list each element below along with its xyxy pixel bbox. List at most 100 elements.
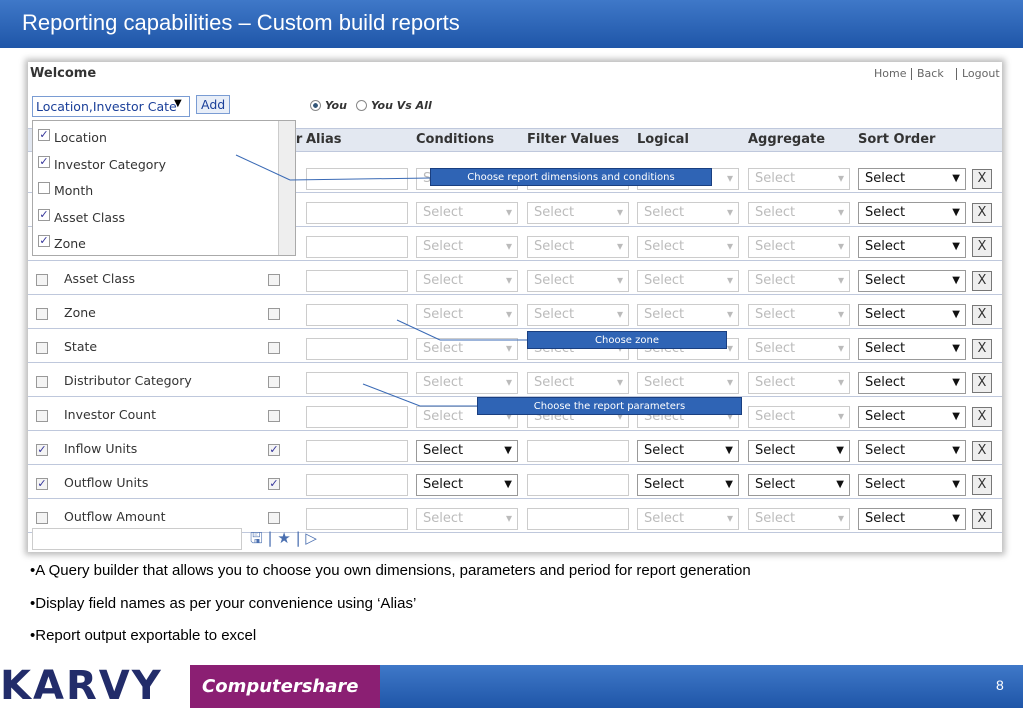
select-box[interactable]: Select bbox=[748, 338, 850, 360]
alias-input[interactable] bbox=[306, 338, 408, 360]
alias-input[interactable] bbox=[306, 474, 408, 496]
nav-link[interactable]: Back bbox=[917, 67, 944, 80]
select-box[interactable]: Select bbox=[748, 236, 850, 258]
select-box[interactable]: Select bbox=[637, 236, 739, 258]
select-box[interactable]: Select bbox=[416, 508, 518, 530]
alias-input[interactable] bbox=[306, 304, 408, 326]
select-box[interactable]: Select bbox=[748, 474, 850, 496]
remove-button[interactable]: X bbox=[972, 305, 992, 325]
row-checkbox[interactable] bbox=[36, 512, 48, 524]
remove-button[interactable]: X bbox=[972, 271, 992, 291]
remove-button[interactable]: X bbox=[972, 475, 992, 495]
alias-input[interactable] bbox=[306, 372, 408, 394]
row-checkbox[interactable]: ✓ bbox=[36, 477, 48, 490]
select-box[interactable]: Select bbox=[858, 406, 966, 428]
row-checkbox[interactable]: ✓ bbox=[36, 443, 48, 456]
select-box[interactable]: Select bbox=[637, 372, 739, 394]
dropdown-checkbox[interactable] bbox=[38, 182, 50, 194]
row-checkbox[interactable] bbox=[36, 410, 48, 422]
select-box[interactable]: Select bbox=[416, 440, 518, 462]
select-box[interactable]: Select bbox=[416, 338, 518, 360]
text-input[interactable] bbox=[527, 440, 629, 462]
alias-input[interactable] bbox=[306, 202, 408, 224]
select-box[interactable]: Select bbox=[748, 440, 850, 462]
row-checkbox[interactable] bbox=[36, 376, 48, 388]
select-box[interactable]: Select bbox=[416, 474, 518, 496]
page-input[interactable] bbox=[32, 528, 242, 550]
filter-checkbox[interactable]: ✓ bbox=[268, 443, 280, 456]
radio[interactable] bbox=[356, 100, 367, 111]
alias-input[interactable] bbox=[306, 508, 408, 530]
select-box[interactable]: Select bbox=[527, 202, 629, 224]
remove-button[interactable]: X bbox=[972, 509, 992, 529]
select-box[interactable]: Select bbox=[748, 304, 850, 326]
remove-button[interactable]: X bbox=[972, 441, 992, 461]
select-box[interactable]: Select bbox=[637, 474, 739, 496]
select-box[interactable]: Select bbox=[748, 270, 850, 292]
nav-link[interactable]: Logout bbox=[962, 67, 1000, 80]
text-input[interactable] bbox=[527, 474, 629, 496]
alias-input[interactable] bbox=[306, 440, 408, 462]
select-box[interactable]: Select bbox=[416, 372, 518, 394]
filter-checkbox[interactable] bbox=[268, 376, 280, 388]
select-box[interactable]: Select bbox=[637, 304, 739, 326]
select-box[interactable]: Select bbox=[527, 304, 629, 326]
remove-button[interactable]: X bbox=[972, 237, 992, 257]
row-checkbox[interactable] bbox=[36, 342, 48, 354]
filter-checkbox[interactable] bbox=[268, 342, 280, 354]
dropdown-item[interactable]: Zone bbox=[54, 236, 86, 251]
select-box[interactable]: Select bbox=[748, 406, 850, 428]
nav-link[interactable]: Home bbox=[874, 67, 907, 80]
alias-input[interactable] bbox=[306, 406, 408, 428]
remove-button[interactable]: X bbox=[972, 169, 992, 189]
select-box[interactable]: Select bbox=[748, 372, 850, 394]
select-box[interactable]: Select bbox=[858, 372, 966, 394]
row-checkbox[interactable] bbox=[36, 274, 48, 286]
combo-box[interactable]: Location,Investor Cate bbox=[32, 96, 190, 117]
select-box[interactable]: Select bbox=[748, 168, 850, 190]
dropdown-item[interactable]: Investor Category bbox=[54, 156, 166, 172]
select-box[interactable]: Select bbox=[858, 338, 966, 360]
filter-checkbox[interactable] bbox=[268, 410, 280, 422]
select-box[interactable]: Select bbox=[527, 372, 629, 394]
dropdown-checkbox[interactable]: ✓ bbox=[38, 128, 50, 141]
dropdown-item[interactable]: Location bbox=[54, 130, 107, 145]
select-box[interactable]: Select bbox=[416, 202, 518, 224]
select-box[interactable]: Select bbox=[858, 304, 966, 326]
dropdown-checkbox[interactable]: ✓ bbox=[38, 154, 50, 168]
dropdown-item[interactable]: Month bbox=[54, 183, 94, 198]
remove-button[interactable]: X bbox=[972, 373, 992, 393]
dropdown-checkbox[interactable]: ✓ bbox=[38, 207, 50, 221]
select-box[interactable]: Select bbox=[637, 440, 739, 462]
select-box[interactable]: Select bbox=[858, 236, 966, 258]
dropdown-checkbox[interactable]: ✓ bbox=[38, 234, 50, 247]
filter-checkbox[interactable] bbox=[268, 512, 280, 524]
alias-input[interactable] bbox=[306, 236, 408, 258]
select-box[interactable]: Select bbox=[416, 304, 518, 326]
filter-checkbox[interactable] bbox=[268, 308, 280, 320]
remove-button[interactable]: X bbox=[972, 203, 992, 223]
select-box[interactable]: Select bbox=[637, 508, 739, 530]
dropdown-item[interactable]: Asset Class bbox=[54, 209, 126, 225]
select-box[interactable]: Select bbox=[858, 474, 966, 496]
select-box[interactable]: Select bbox=[748, 202, 850, 224]
select-box[interactable]: Select bbox=[858, 270, 966, 292]
text-input[interactable] bbox=[527, 508, 629, 530]
select-box[interactable]: Select bbox=[858, 202, 966, 224]
select-box[interactable]: Select bbox=[858, 168, 966, 190]
select-box[interactable]: Select bbox=[527, 236, 629, 258]
filter-checkbox[interactable] bbox=[268, 274, 280, 286]
radio[interactable] bbox=[310, 100, 321, 111]
remove-button[interactable]: X bbox=[972, 407, 992, 427]
select-box[interactable]: Select bbox=[637, 270, 739, 292]
select-box[interactable]: Select bbox=[637, 202, 739, 224]
select-box[interactable]: Select bbox=[858, 440, 966, 462]
add-button[interactable]: Add bbox=[196, 95, 231, 114]
select-box[interactable]: Select bbox=[748, 508, 850, 530]
select-box[interactable]: Select bbox=[416, 270, 518, 292]
alias-input[interactable] bbox=[306, 270, 408, 292]
select-box[interactable]: Select bbox=[858, 508, 966, 530]
row-checkbox[interactable] bbox=[36, 308, 48, 320]
select-box[interactable]: Select bbox=[416, 236, 518, 258]
select-box[interactable]: Select bbox=[527, 270, 629, 292]
